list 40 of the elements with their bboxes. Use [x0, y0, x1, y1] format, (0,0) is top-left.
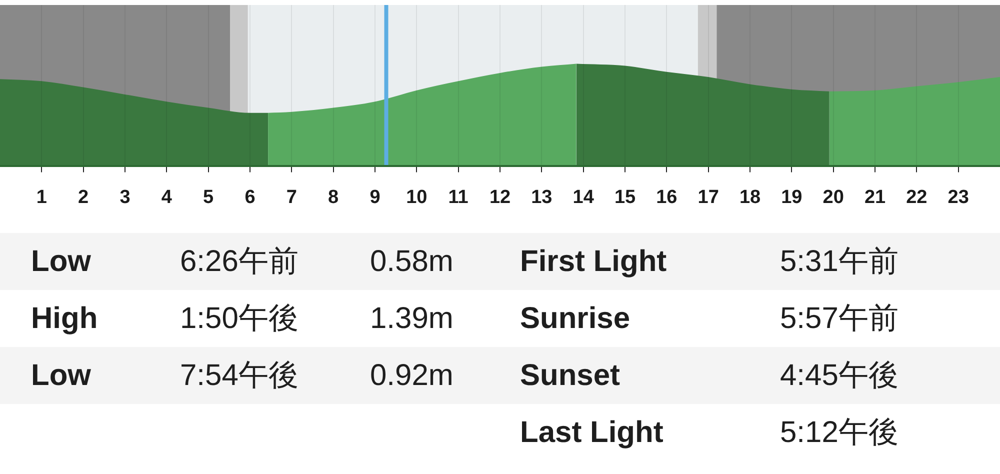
x-tick-label: 6: [244, 186, 256, 208]
text: 6:26午前: [180, 244, 298, 280]
x-tick-label: 14: [572, 186, 594, 208]
x-tick-label: 16: [656, 186, 678, 208]
text: Low: [31, 244, 91, 280]
text: Low: [31, 358, 91, 394]
text: Sunrise: [520, 301, 630, 337]
x-tick-label: 10: [406, 186, 428, 208]
x-tick-label: 18: [739, 186, 761, 208]
text: 1.39m: [370, 301, 454, 337]
text: First Light: [520, 244, 667, 280]
x-tick-label: 9: [370, 186, 380, 208]
x-tick-label: 23: [948, 186, 969, 208]
x-tick-label: 15: [614, 186, 636, 208]
x-tick-label: 19: [781, 186, 802, 208]
x-tick-label: 22: [906, 186, 928, 208]
x-tick-label: 3: [120, 186, 130, 208]
x-tick-label: 5: [203, 186, 214, 208]
x-tick-label: 17: [698, 186, 719, 208]
text: 1:50午後: [180, 301, 298, 337]
x-tick-label: 1: [36, 186, 48, 208]
x-tick-label: 11: [448, 186, 469, 208]
x-tick-label: 8: [328, 186, 339, 208]
text: 4:45午後: [780, 358, 898, 394]
x-tick-label: 4: [161, 186, 172, 208]
text: 0.92m: [370, 358, 454, 394]
text: Sunset: [520, 358, 620, 394]
x-tick-label: 7: [286, 186, 297, 208]
text: 5:57午前: [780, 301, 898, 337]
text: Last Light: [520, 415, 664, 451]
x-tick-label: 20: [822, 186, 844, 208]
text: 5:12午後: [780, 415, 898, 451]
text: 0.58m: [370, 244, 454, 280]
x-tick-label: 21: [864, 186, 886, 208]
x-tick-label: 2: [78, 186, 89, 208]
text: 5:31午前: [780, 244, 898, 280]
text: High: [31, 301, 98, 337]
x-tick-label: 13: [531, 186, 552, 208]
text: 7:54午後: [180, 358, 298, 394]
x-tick-label: 12: [489, 186, 511, 208]
